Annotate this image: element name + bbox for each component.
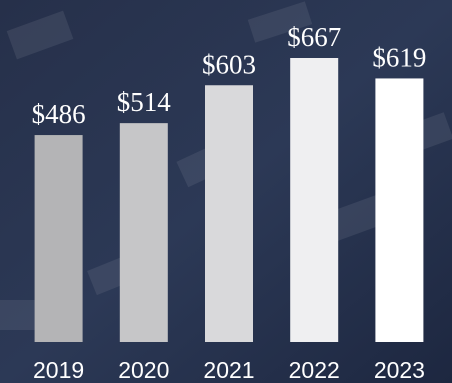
x-tick-label: 2023 [374, 357, 425, 383]
x-tick-label: 2020 [118, 357, 169, 383]
value-label: $667 [287, 22, 341, 52]
bar [290, 58, 339, 342]
value-label: $514 [117, 87, 172, 117]
bar [205, 85, 253, 343]
bar [375, 78, 424, 343]
x-tick-label: 2021 [203, 357, 254, 383]
value-label: $486 [32, 99, 86, 129]
value-label: $619 [372, 42, 426, 72]
value-label: $603 [202, 49, 256, 79]
bar [119, 123, 168, 343]
bar [34, 135, 83, 342]
x-tick-label: 2019 [33, 357, 84, 383]
x-tick-label: 2022 [289, 357, 340, 383]
